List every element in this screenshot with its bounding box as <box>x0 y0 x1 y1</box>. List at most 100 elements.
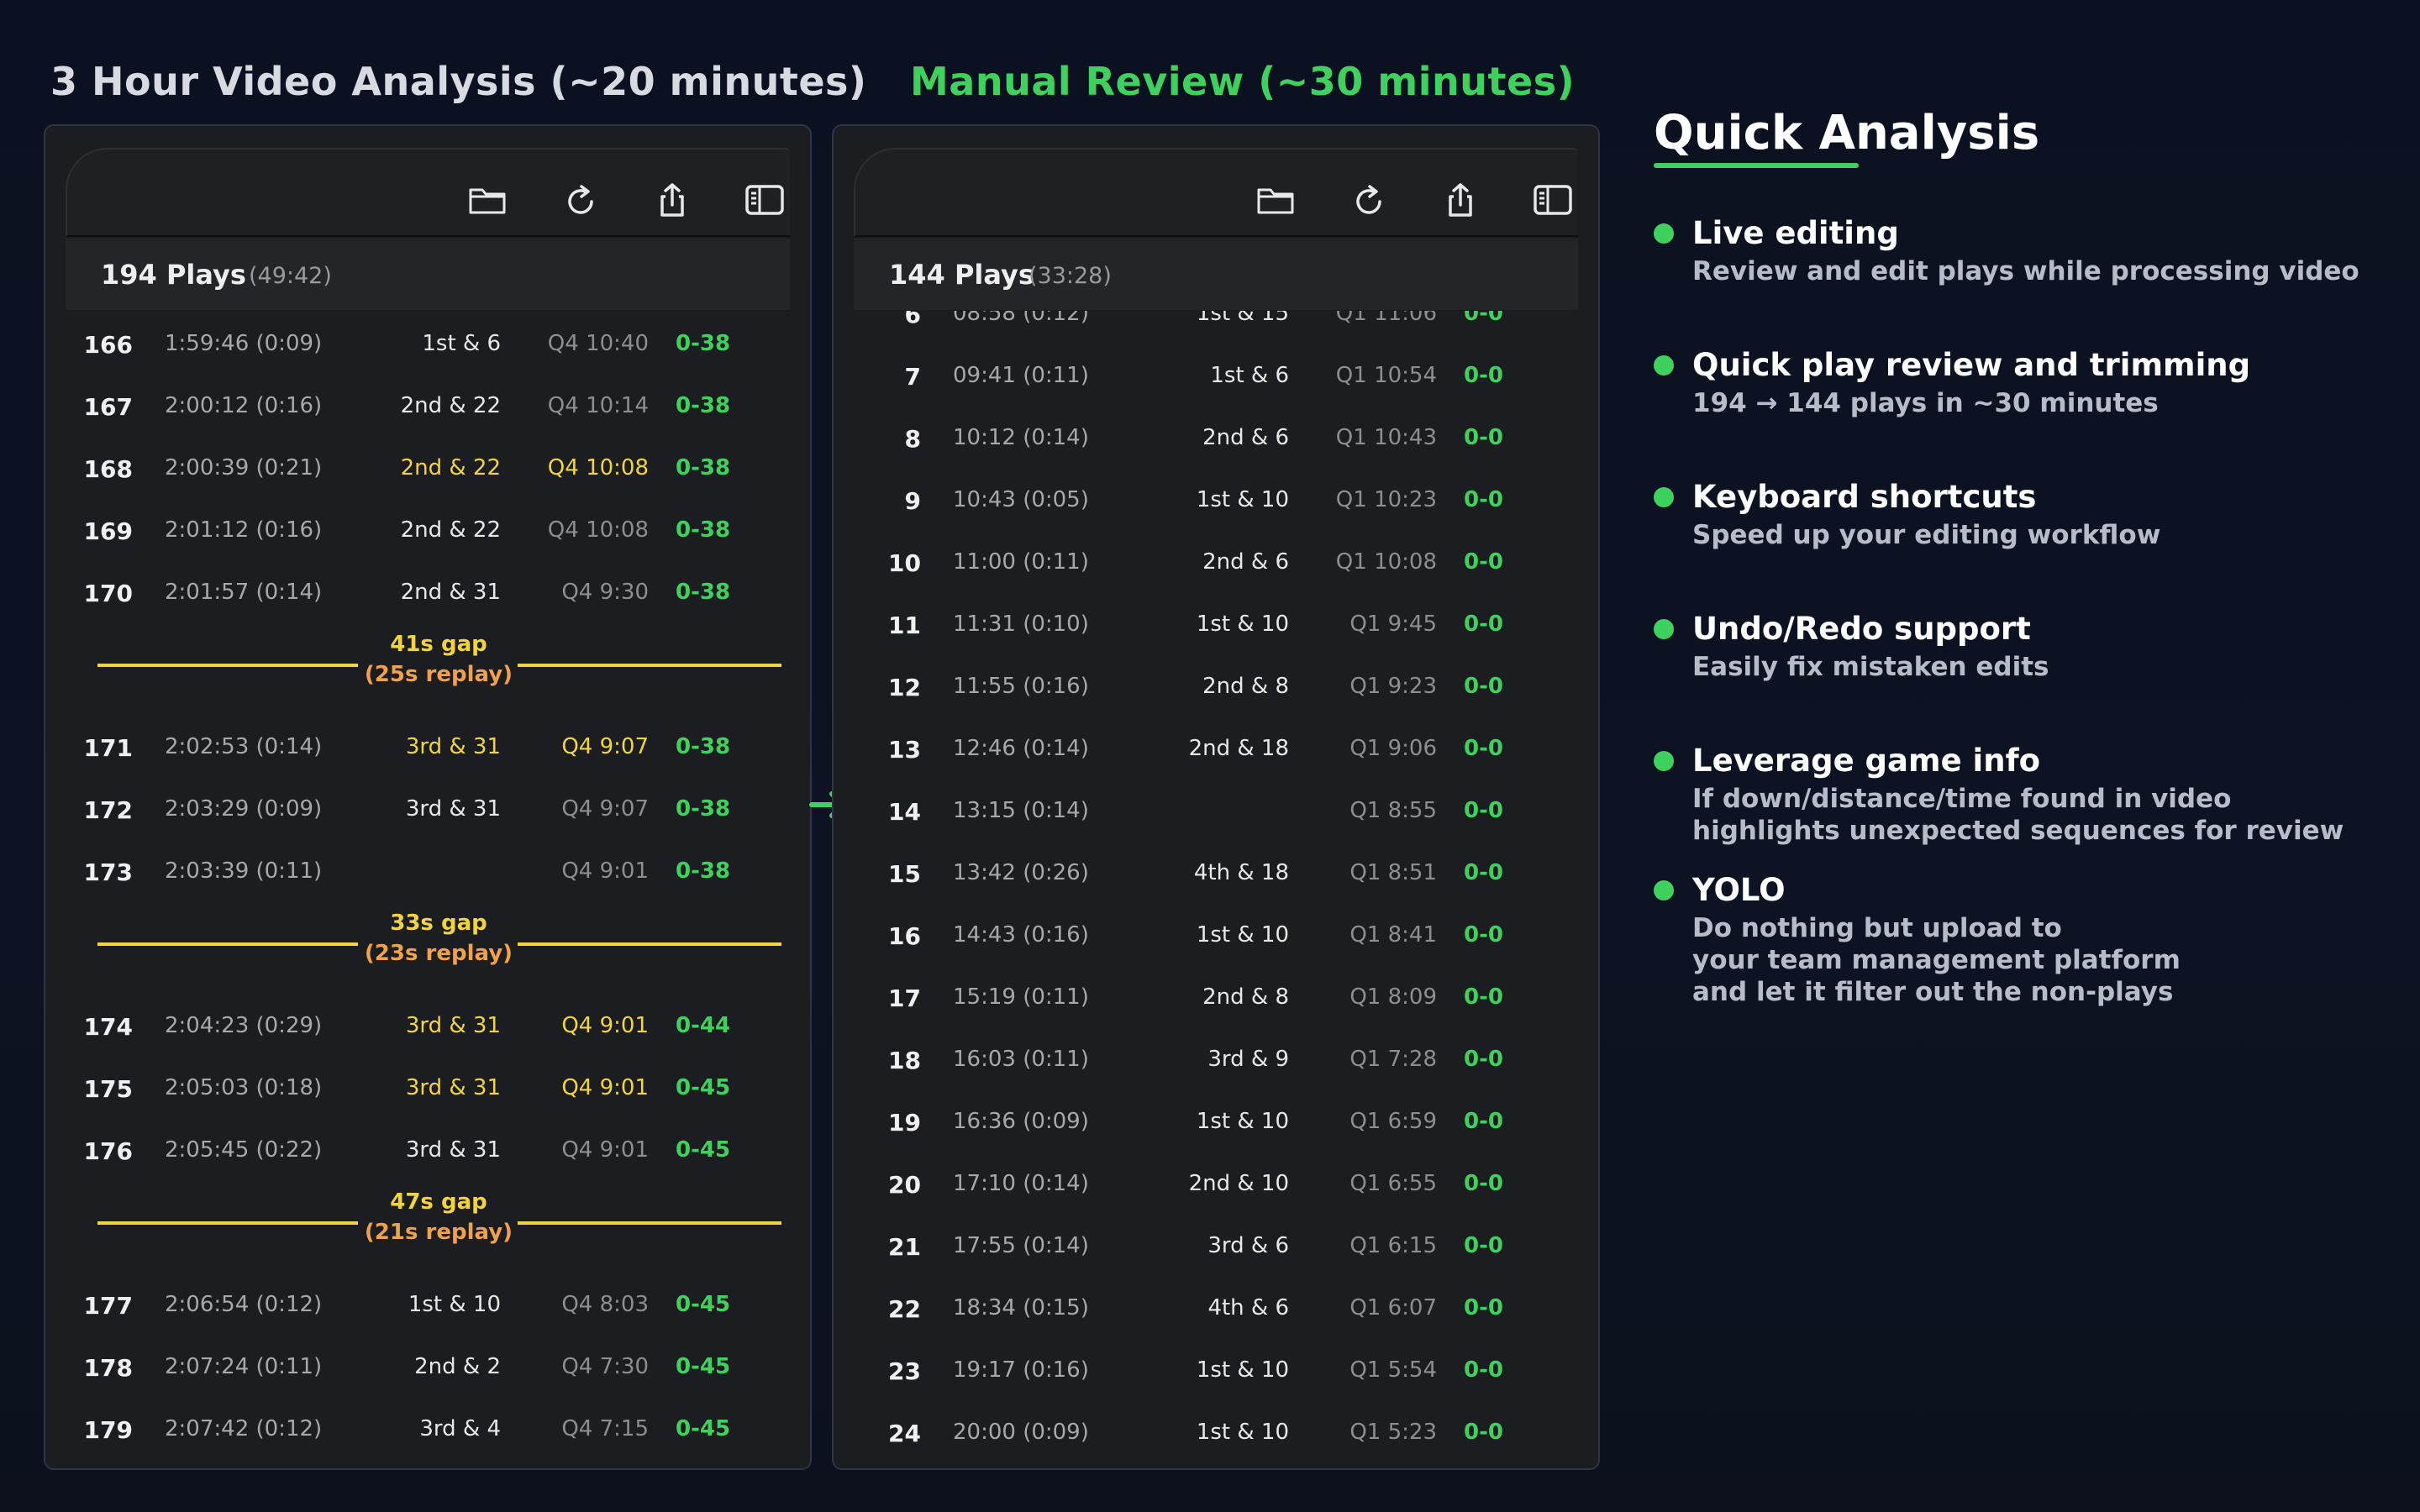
play-row[interactable]: 11 11:31 (0:10) 1st & 10 Q1 9:45 0-0 <box>854 593 1578 655</box>
play-row[interactable]: 8 10:12 (0:14) 2nd & 6 Q1 10:43 0-0 <box>854 407 1578 469</box>
score: 0-45 <box>676 1137 731 1163</box>
play-row[interactable]: 18 16:03 (0:11) 3rd & 9 Q1 7:28 0-0 <box>854 1028 1578 1090</box>
play-row[interactable]: 12 11:55 (0:16) 2nd & 8 Q1 9:23 0-0 <box>854 655 1578 717</box>
play-timestamp: 16:03 (0:11) <box>953 1047 1089 1072</box>
down-distance: 2nd & 8 <box>1202 984 1289 1010</box>
down-distance: 2nd & 2 <box>414 1354 501 1379</box>
play-number: 167 <box>83 393 133 421</box>
play-number: 20 <box>888 1171 921 1199</box>
play-row[interactable]: 179 2:07:42 (0:12) 3rd & 4 Q4 7:15 0-45 <box>66 1398 790 1460</box>
down-distance: 3rd & 4 <box>419 1416 501 1441</box>
play-row[interactable]: 10 11:00 (0:11) 2nd & 6 Q1 10:08 0-0 <box>854 531 1578 593</box>
play-row[interactable]: 172 2:03:29 (0:09) 3rd & 31 Q4 9:07 0-38 <box>66 778 790 840</box>
play-timestamp: 2:00:39 (0:21) <box>165 455 323 480</box>
play-number: 177 <box>83 1292 133 1320</box>
play-row[interactable]: 22 18:34 (0:15) 4th & 6 Q1 6:07 0-0 <box>854 1277 1578 1339</box>
sidebar-icon[interactable] <box>1533 181 1573 218</box>
refresh-icon[interactable] <box>561 181 602 218</box>
game-clock: Q1 10:43 <box>1335 425 1437 450</box>
play-row[interactable]: 170 2:01:57 (0:14) 2nd & 31 Q4 9:30 0-38 <box>66 561 790 623</box>
play-row[interactable]: 176 2:05:45 (0:22) 3rd & 31 Q4 9:01 0-45 <box>66 1119 790 1181</box>
play-row[interactable]: 16 14:43 (0:16) 1st & 10 Q1 8:41 0-0 <box>854 904 1578 966</box>
play-number: 16 <box>888 922 921 950</box>
score: 0-38 <box>676 455 731 480</box>
gap-line <box>518 942 781 946</box>
total-duration: (33:28) <box>1028 263 1112 289</box>
play-row[interactable]: 24 20:00 (0:09) 1st & 10 Q1 5:23 0-0 <box>854 1401 1578 1463</box>
play-row[interactable]: 9 10:43 (0:05) 1st & 10 Q1 10:23 0-0 <box>854 469 1578 531</box>
score: 0-0 <box>1464 549 1503 575</box>
game-clock: Q1 6:15 <box>1349 1233 1437 1258</box>
play-row[interactable]: 19 16:36 (0:09) 1st & 10 Q1 6:59 0-0 <box>854 1090 1578 1152</box>
feature-description-line: If down/distance/time found in video <box>1692 784 2232 814</box>
feature-description-line: highlights unexpected sequences for revi… <box>1692 816 2344 846</box>
play-row[interactable]: 23 19:17 (0:16) 1st & 10 Q1 5:54 0-0 <box>854 1339 1578 1401</box>
down-distance: 2nd & 8 <box>1202 674 1289 699</box>
gap-line <box>518 1221 781 1225</box>
play-timestamp: 11:00 (0:11) <box>953 549 1089 575</box>
game-clock: Q4 9:30 <box>561 580 649 605</box>
play-row[interactable]: 21 17:55 (0:14) 3rd & 6 Q1 6:15 0-0 <box>854 1215 1578 1277</box>
feature-description: Do nothing but upload to your team manage… <box>1692 912 2181 1008</box>
play-row[interactable]: 166 1:59:46 (0:09) 1st & 6 Q4 10:40 0-38 <box>66 312 790 375</box>
score: 0-0 <box>1464 1357 1503 1383</box>
share-icon[interactable] <box>1440 181 1481 218</box>
play-number: 17 <box>888 984 921 1012</box>
game-clock: Q1 8:09 <box>1349 984 1437 1010</box>
play-row[interactable]: 177 2:06:54 (0:12) 1st & 10 Q4 8:03 0-45 <box>66 1273 790 1336</box>
feature-title: Live editing <box>1692 215 1899 251</box>
play-row[interactable]: 13 12:46 (0:14) 2nd & 18 Q1 9:06 0-0 <box>854 717 1578 780</box>
down-distance: 1st & 10 <box>1196 1357 1289 1383</box>
down-distance: 4th & 18 <box>1193 860 1289 885</box>
down-distance: 1st & 10 <box>1196 487 1289 512</box>
play-timestamp: 09:41 (0:11) <box>953 363 1089 388</box>
play-row[interactable]: 7 09:41 (0:11) 1st & 6 Q1 10:54 0-0 <box>854 344 1578 407</box>
gap-line <box>518 664 781 667</box>
gap-separator: 33s gap (23s replay) <box>66 897 790 990</box>
play-timestamp: 11:55 (0:16) <box>953 674 1089 699</box>
folder-icon[interactable] <box>1255 181 1296 218</box>
play-row[interactable]: 167 2:00:12 (0:16) 2nd & 22 Q4 10:14 0-38 <box>66 375 790 437</box>
score: 0-0 <box>1464 1420 1503 1445</box>
feature-description-line: 194 → 144 plays in ~30 minutes <box>1692 388 2159 418</box>
play-row[interactable]: 173 2:03:39 (0:11) Q4 9:01 0-38 <box>66 840 790 902</box>
play-timestamp: 11:31 (0:10) <box>953 612 1089 637</box>
score: 0-0 <box>1464 922 1503 948</box>
score: 0-38 <box>676 796 731 822</box>
game-clock: Q1 5:23 <box>1349 1420 1437 1445</box>
play-timestamp: 08:58 (0:12) <box>953 311 1089 326</box>
play-row[interactable]: 171 2:02:53 (0:14) 3rd & 31 Q4 9:07 0-38 <box>66 716 790 778</box>
play-number: 173 <box>83 858 133 886</box>
refresh-icon[interactable] <box>1349 181 1390 218</box>
down-distance: 4th & 6 <box>1207 1295 1289 1320</box>
game-clock: Q1 6:55 <box>1349 1171 1437 1196</box>
score: 0-38 <box>676 393 731 418</box>
play-number: 179 <box>83 1416 133 1444</box>
down-distance: 3rd & 31 <box>405 796 501 822</box>
down-distance: 1st & 6 <box>1210 363 1289 388</box>
play-row[interactable]: 20 17:10 (0:14) 2nd & 10 Q1 6:55 0-0 <box>854 1152 1578 1215</box>
sidebar-icon[interactable] <box>744 181 785 218</box>
replay-label: (23s replay) <box>364 941 513 966</box>
play-timestamp: 10:12 (0:14) <box>953 425 1089 450</box>
play-number: 170 <box>83 580 133 607</box>
feature-description: Easily fix mistaken edits <box>1692 651 2049 683</box>
manual-review-window: 144 Plays (33:28) 6 08:58 (0:12) 1st & 15 Q… <box>832 124 1600 1470</box>
play-row[interactable]: 6 08:58 (0:12) 1st & 15 Q1 11:06 0-0 <box>854 311 1578 344</box>
game-clock: Q1 6:07 <box>1349 1295 1437 1320</box>
game-clock: Q4 10:08 <box>547 517 649 543</box>
game-clock: Q1 8:41 <box>1349 922 1437 948</box>
play-row[interactable]: 15 13:42 (0:26) 4th & 18 Q1 8:51 0-0 <box>854 842 1578 904</box>
play-row[interactable]: 14 13:15 (0:14) Q1 8:55 0-0 <box>854 780 1578 842</box>
play-row[interactable]: 169 2:01:12 (0:16) 2nd & 22 Q4 10:08 0-38 <box>66 499 790 561</box>
play-row[interactable]: 175 2:05:03 (0:18) 3rd & 31 Q4 9:01 0-45 <box>66 1057 790 1119</box>
share-icon[interactable] <box>652 181 692 218</box>
play-row[interactable]: 178 2:07:24 (0:11) 2nd & 2 Q4 7:30 0-45 <box>66 1336 790 1398</box>
play-row[interactable]: 174 2:04:23 (0:29) 3rd & 31 Q4 9:01 0-44 <box>66 995 790 1057</box>
play-timestamp: 2:07:42 (0:12) <box>165 1416 323 1441</box>
play-row[interactable]: 17 15:19 (0:11) 2nd & 8 Q1 8:09 0-0 <box>854 966 1578 1028</box>
play-row[interactable]: 168 2:00:39 (0:21) 2nd & 22 Q4 10:08 0-38 <box>66 437 790 499</box>
game-clock: Q4 8:03 <box>561 1292 649 1317</box>
folder-icon[interactable] <box>467 181 508 218</box>
gap-separator: 47s gap (21s replay) <box>66 1176 790 1268</box>
